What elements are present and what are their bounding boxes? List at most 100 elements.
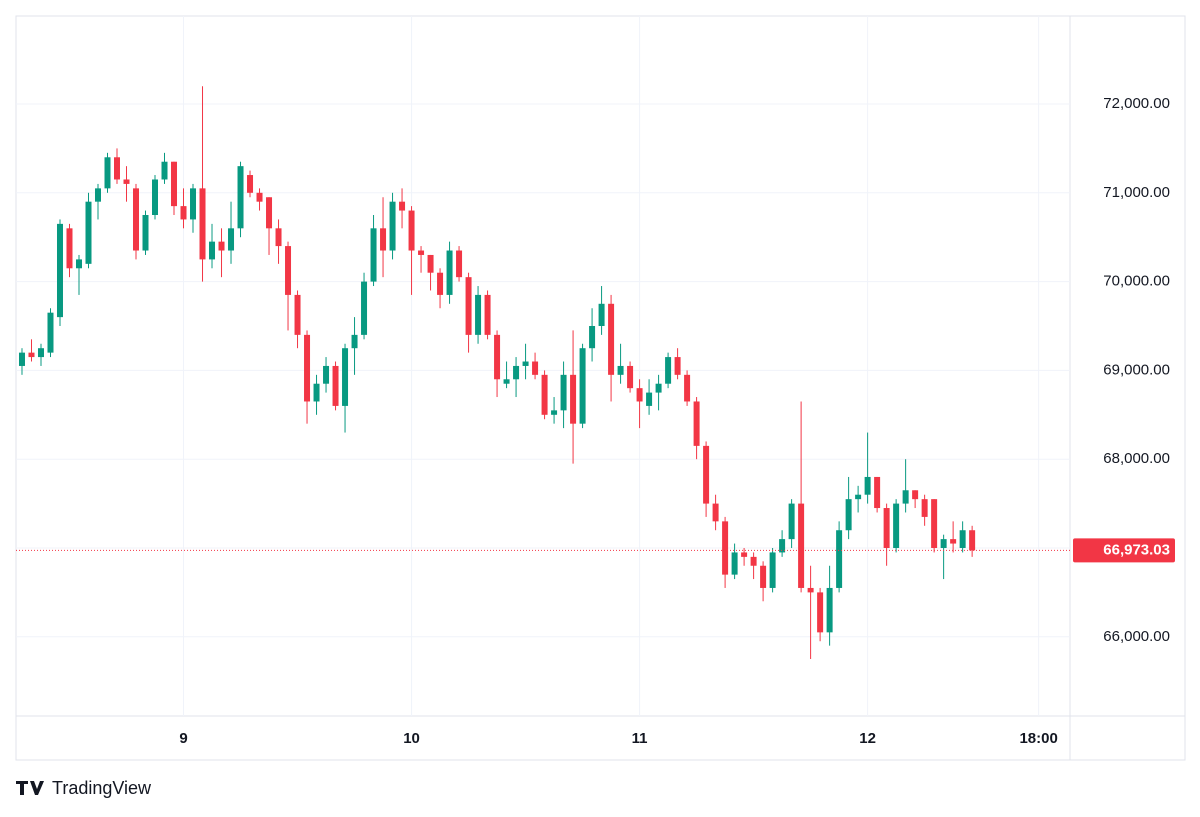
candle-body xyxy=(731,552,738,575)
candle-body xyxy=(28,352,35,358)
candle-body xyxy=(570,374,577,424)
candle-body xyxy=(503,379,510,384)
candle-body xyxy=(655,383,662,393)
x-tick-label: 12 xyxy=(859,730,876,747)
candle-body xyxy=(940,539,947,548)
candle-body xyxy=(56,223,63,318)
candle-body xyxy=(703,445,710,504)
candle-body xyxy=(950,539,957,544)
candle-body xyxy=(323,365,330,384)
candle-body xyxy=(218,241,225,251)
candle-body xyxy=(969,530,976,551)
candle-body xyxy=(560,374,567,411)
candle-body xyxy=(66,228,73,269)
candle-body xyxy=(788,503,795,540)
candle-body xyxy=(674,357,681,375)
candle-body xyxy=(665,357,672,384)
candle-body xyxy=(114,157,121,180)
candle-body xyxy=(228,228,235,251)
candle-body xyxy=(465,277,472,335)
candle-body xyxy=(598,303,605,326)
candle-body xyxy=(931,499,938,548)
candle-body xyxy=(589,325,596,349)
candle-body xyxy=(874,476,881,509)
candle-body xyxy=(627,365,634,389)
x-tick-label: 18:00 xyxy=(1019,730,1057,747)
candle-body xyxy=(133,188,140,251)
candle-body xyxy=(266,197,273,229)
candle-body xyxy=(807,587,814,593)
candle-body xyxy=(769,552,776,588)
candle-body xyxy=(75,259,82,269)
candle-body xyxy=(104,157,111,189)
candle-body xyxy=(912,490,919,500)
candle-body xyxy=(864,476,871,495)
candle-body xyxy=(836,530,843,588)
candle-body xyxy=(285,246,292,295)
candle-body xyxy=(247,175,254,193)
candle-body xyxy=(532,361,539,375)
candle-body xyxy=(522,361,529,366)
candle-body xyxy=(389,201,396,251)
candle-body xyxy=(209,241,216,260)
candle-body xyxy=(294,294,301,335)
candle-body xyxy=(893,503,900,548)
candle-body xyxy=(826,587,833,633)
candle-body xyxy=(190,188,197,220)
candle-body xyxy=(256,192,263,202)
candle-body xyxy=(456,250,463,278)
candle-body xyxy=(332,365,339,406)
x-tick-label: 9 xyxy=(179,730,187,747)
candle-body xyxy=(855,494,862,500)
brand-name: TradingView xyxy=(52,778,152,798)
candle-body xyxy=(750,556,757,566)
candle-body xyxy=(579,348,586,424)
candle-body xyxy=(712,503,719,522)
candle-body xyxy=(902,490,909,504)
candle-body xyxy=(608,303,615,375)
last-price-badge xyxy=(1073,538,1175,563)
candle-body xyxy=(475,294,482,335)
candles xyxy=(18,86,976,659)
candle-body xyxy=(541,374,548,415)
candle-body xyxy=(693,401,700,446)
candle-body xyxy=(484,294,491,335)
candle-body xyxy=(161,161,168,180)
candle-body xyxy=(722,521,729,575)
y-tick-label: 69,000.00 xyxy=(1103,361,1170,378)
candle-body xyxy=(361,281,368,335)
candle-body xyxy=(37,348,44,358)
candle-body xyxy=(313,383,320,402)
candle-body xyxy=(883,508,890,548)
candle-body xyxy=(408,210,415,251)
logo-icon xyxy=(16,781,44,795)
candle-body xyxy=(399,201,406,211)
candle-body xyxy=(798,503,805,588)
candle-body xyxy=(741,552,748,557)
candle-body xyxy=(636,388,643,402)
candle-body xyxy=(180,206,187,220)
chart-frame xyxy=(15,15,1186,761)
candle-body xyxy=(684,374,691,402)
y-tick-label: 68,000.00 xyxy=(1103,450,1170,467)
candle-body xyxy=(370,228,377,282)
candle-body xyxy=(275,228,282,247)
x-tick-label: 10 xyxy=(403,730,420,747)
candle-body xyxy=(959,530,966,548)
candle-body xyxy=(342,348,349,406)
candle-body xyxy=(418,250,425,255)
candle-body xyxy=(779,539,786,553)
candle-body xyxy=(817,592,824,633)
candle-body xyxy=(18,352,25,366)
candle-body xyxy=(760,565,767,588)
candle-body xyxy=(85,201,92,264)
candle-body xyxy=(380,228,387,251)
candle-body xyxy=(237,166,244,229)
brand-logo: TradingView xyxy=(16,778,152,798)
candle-body xyxy=(513,365,520,380)
candle-body xyxy=(646,392,653,406)
grid xyxy=(16,16,1070,716)
candle-body xyxy=(199,188,206,260)
candle-body xyxy=(446,250,453,295)
